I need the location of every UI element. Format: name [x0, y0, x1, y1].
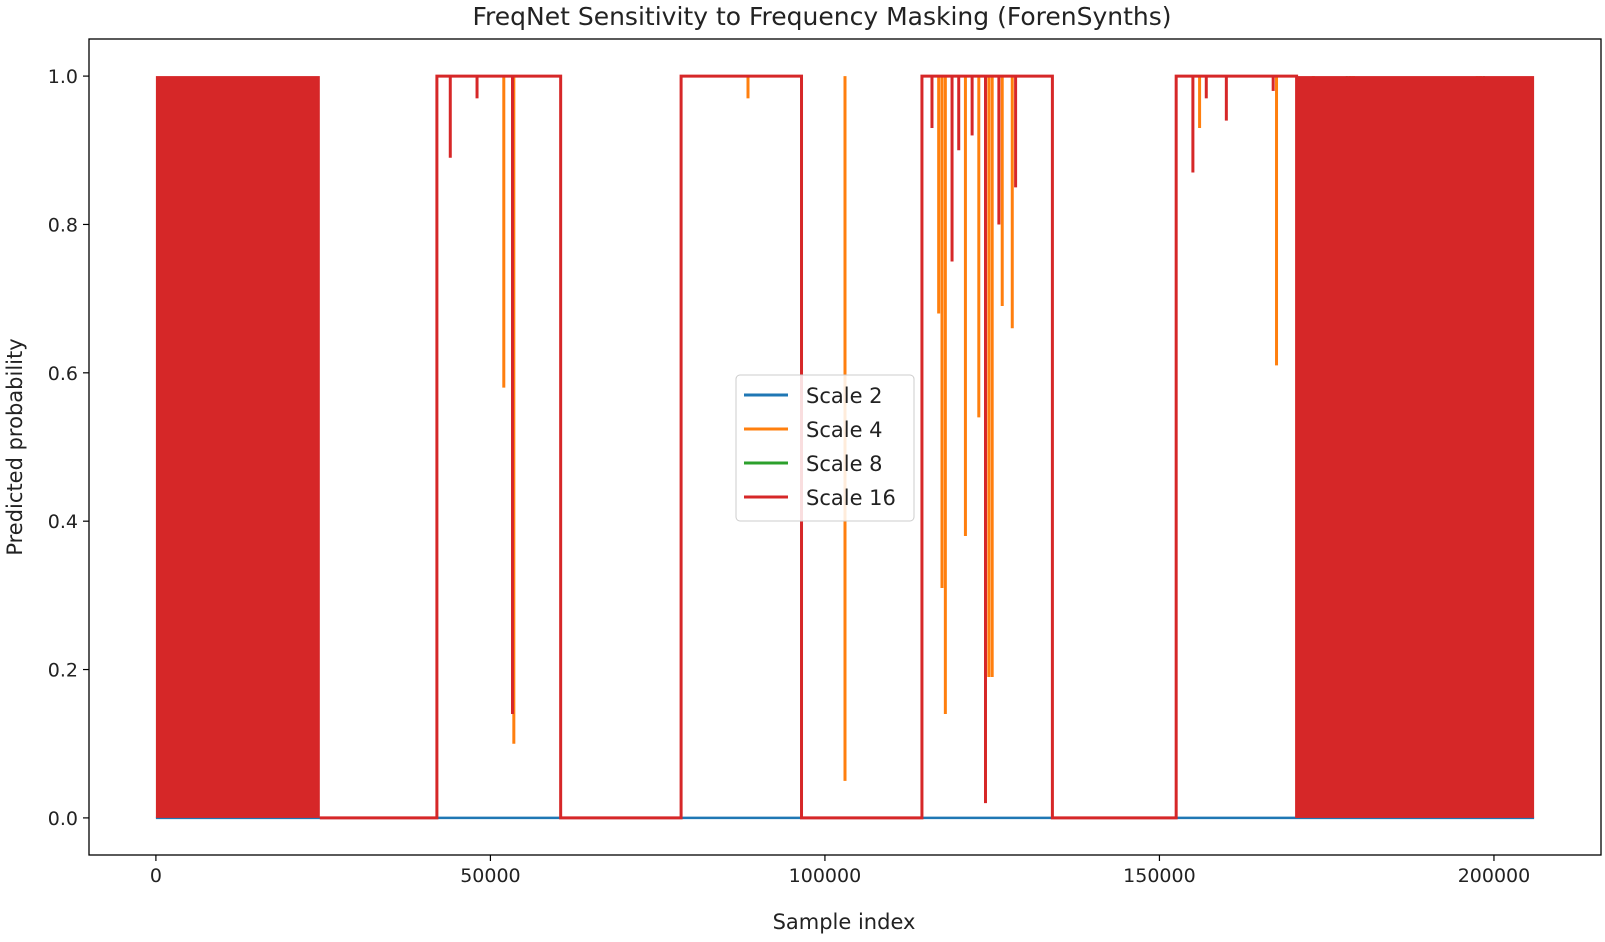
y-tick-label: 0.0: [48, 808, 78, 830]
plot-frame: [88, 38, 1602, 856]
x-tick-label: 150000: [1123, 865, 1196, 887]
legend-label: Scale 4: [806, 418, 883, 442]
legend-label: Scale 8: [806, 452, 883, 476]
x-axis: 0 50000 100000 150000 200000: [150, 855, 1530, 887]
x-tick-label: 0: [150, 865, 162, 887]
chart-title: FreqNet Sensitivity to Frequency Masking…: [472, 2, 1171, 31]
y-tick-label: 0.8: [48, 214, 78, 236]
y-tick-label: 0.6: [48, 363, 78, 385]
x-tick-label: 100000: [789, 865, 862, 887]
x-tick-label: 200000: [1458, 865, 1531, 887]
scale-16-dense-block: [1296, 76, 1535, 818]
scale-16-dense-band: [155, 76, 320, 818]
y-axis: 0.0 0.2 0.4 0.6 0.8 1.0: [48, 66, 89, 830]
legend: Scale 2 Scale 4 Scale 8 Scale 16: [735, 374, 915, 522]
scale-16-line: [319, 74, 1299, 820]
legend-label: Scale 2: [806, 384, 883, 408]
series-layer: [155, 74, 1535, 820]
x-axis-label: Sample index: [773, 910, 916, 934]
x-tick-label: 50000: [460, 865, 520, 887]
legend-box: [735, 374, 915, 522]
y-axis-label: Predicted probability: [3, 338, 27, 555]
y-tick-label: 1.0: [48, 66, 78, 88]
y-tick-label: 0.4: [48, 511, 78, 533]
y-tick-label: 0.2: [48, 660, 78, 682]
legend-label: Scale 16: [806, 486, 896, 510]
